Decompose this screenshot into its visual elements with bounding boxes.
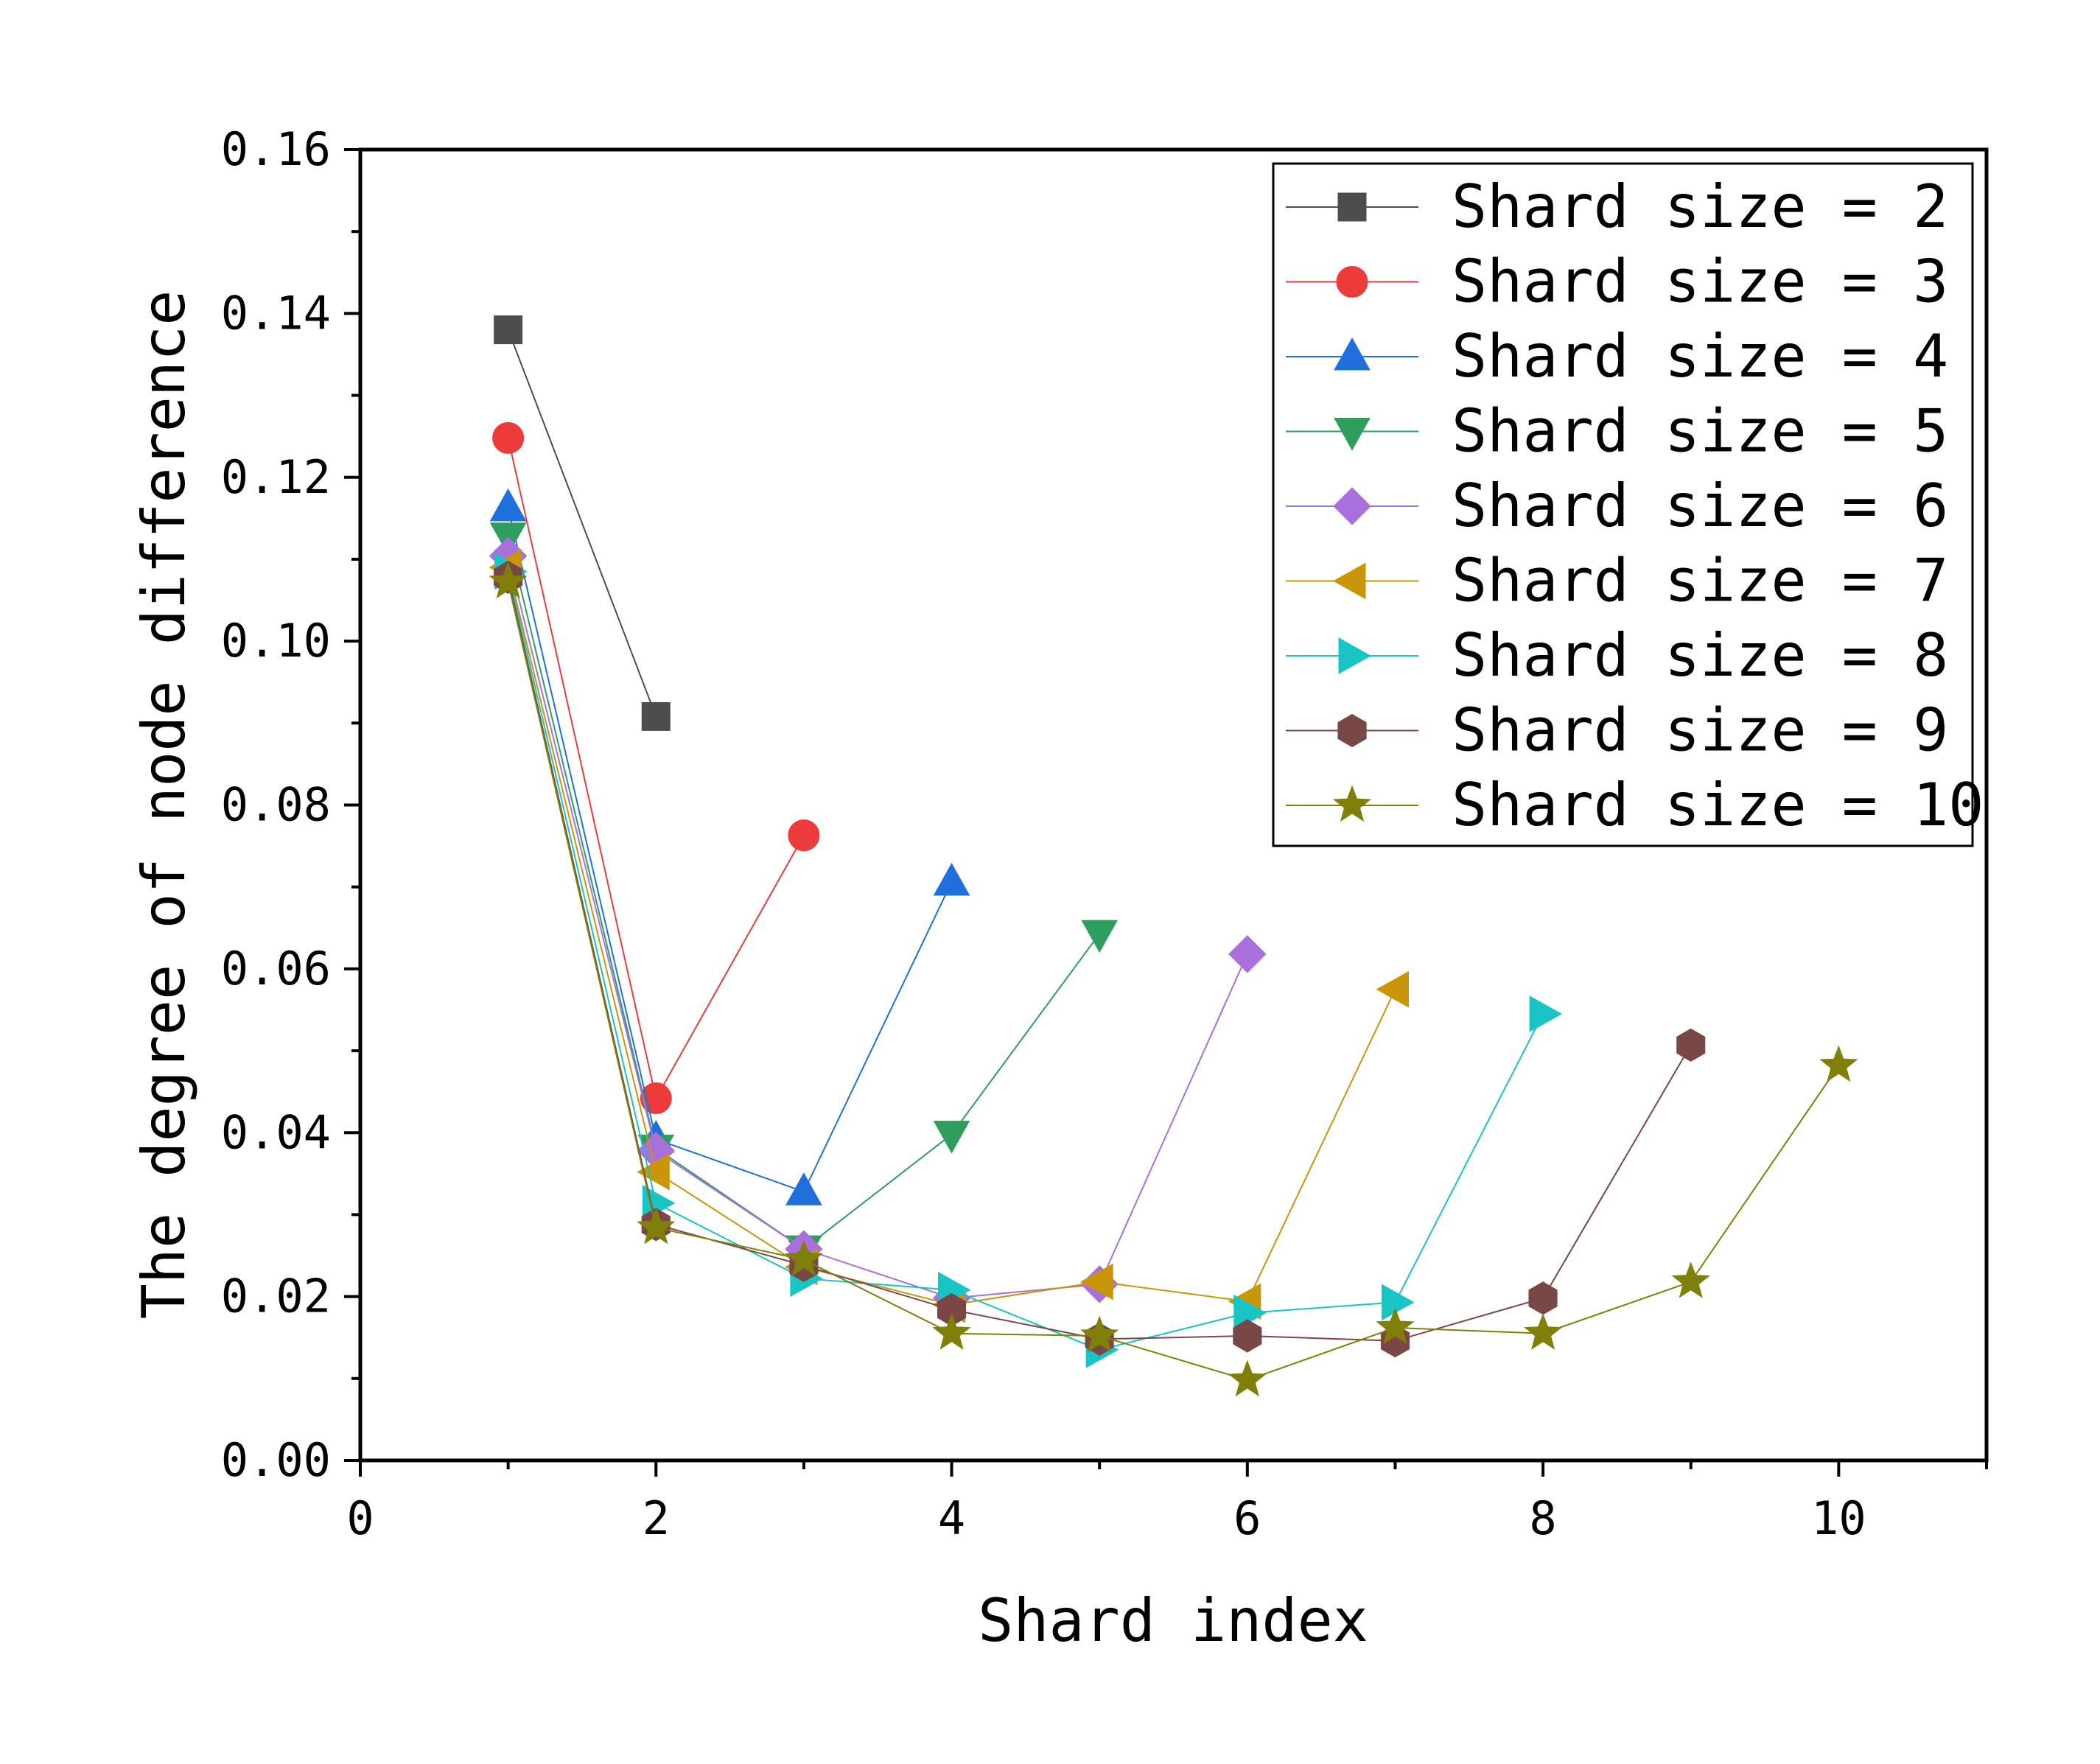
- series-9: [489, 561, 1858, 1397]
- series-3: [489, 488, 970, 1205]
- legend-item: Shard size = 2: [1286, 172, 1948, 241]
- y-axis: 0.00 0.02 0.04 0.06 0.08 0.10 0.12 0.14 0.16: [221, 122, 360, 1487]
- y-axis-title: The degree of node difference: [130, 290, 198, 1320]
- legend-item: Shard size = 9: [1286, 696, 1948, 765]
- legend-marker: [1337, 713, 1367, 748]
- legend-label: Shard size = 5: [1452, 397, 1948, 466]
- legend-label: Shard size = 4: [1452, 322, 1948, 391]
- data-point: [492, 421, 525, 454]
- legend-marker: [1338, 637, 1372, 674]
- x-tick-label: 4: [938, 1491, 965, 1545]
- legend-item: Shard size = 8: [1286, 621, 1948, 690]
- data-point: [1382, 1284, 1415, 1321]
- series-line: [507, 507, 953, 1193]
- legend-item: Shard size = 5: [1286, 397, 1948, 466]
- legend-marker: [1337, 192, 1367, 222]
- data-point: [788, 819, 820, 852]
- data-point: [1529, 995, 1563, 1032]
- legend-label: Shard size = 6: [1452, 472, 1948, 540]
- data-point: [1676, 1028, 1706, 1062]
- y-tick-label: 0.14: [221, 286, 331, 340]
- data-point: [1081, 920, 1119, 953]
- legend-marker: [1336, 266, 1368, 298]
- data-point: [1671, 1261, 1710, 1298]
- data-point: [637, 1207, 676, 1245]
- series-2: [492, 421, 820, 1115]
- data-point: [1080, 1263, 1113, 1301]
- legend-label: Shard size = 9: [1452, 696, 1948, 765]
- legend-item: Shard size = 10: [1286, 771, 1984, 839]
- series-line: [507, 556, 1248, 1299]
- y-tick-label: 0.16: [221, 122, 331, 176]
- data-point: [1233, 1319, 1262, 1353]
- legend-label: Shard size = 8: [1452, 621, 1948, 690]
- legend-item: Shard size = 3: [1286, 248, 1948, 316]
- y-tick-label: 0.10: [221, 614, 331, 668]
- legend-label: Shard size = 10: [1452, 771, 1984, 839]
- series-1: [494, 315, 671, 731]
- x-tick-label: 6: [1233, 1491, 1261, 1545]
- x-tick-label: 0: [346, 1491, 374, 1545]
- y-tick-label: 0.04: [221, 1105, 331, 1159]
- series-line: [507, 536, 1101, 1250]
- series-6: [489, 549, 1409, 1323]
- y-tick-label: 0.00: [221, 1433, 331, 1487]
- y-tick-label: 0.06: [221, 942, 331, 995]
- x-tick-label: 2: [643, 1491, 670, 1545]
- data-point: [932, 1313, 971, 1350]
- legend-label: Shard size = 2: [1452, 172, 1948, 241]
- y-tick-label: 0.08: [221, 778, 331, 832]
- legend-item: Shard size = 6: [1286, 472, 1948, 540]
- legend-marker: [1332, 785, 1372, 822]
- x-axis-title: Shard index: [978, 1586, 1368, 1655]
- x-axis: 0 2 4 6 8 10: [346, 1460, 1988, 1545]
- legend-item: Shard size = 7: [1286, 547, 1948, 615]
- legend-label: Shard size = 3: [1452, 248, 1948, 316]
- legend-box: [1272, 162, 1974, 847]
- data-point: [1228, 1359, 1267, 1397]
- x-tick-label: 8: [1529, 1491, 1556, 1545]
- legend-marker: [1333, 487, 1371, 525]
- series-line: [507, 571, 1544, 1351]
- data-point: [784, 1239, 823, 1276]
- x-tick-label: 10: [1811, 1491, 1866, 1545]
- data-point: [1524, 1313, 1563, 1350]
- data-point: [1376, 1307, 1415, 1345]
- legend-marker: [1332, 562, 1366, 600]
- legend-item: Shard size = 4: [1286, 322, 1948, 391]
- series-line: [507, 329, 657, 717]
- y-tick-label: 0.12: [221, 450, 331, 504]
- data-point: [1080, 1315, 1119, 1353]
- y-tick-label: 0.02: [221, 1270, 331, 1323]
- series-layer: [489, 315, 1858, 1397]
- legend-label: Shard size = 7: [1452, 547, 1948, 615]
- data-point: [933, 1121, 970, 1154]
- data-point: [785, 1172, 822, 1205]
- series-line: [507, 581, 1840, 1382]
- data-point: [494, 315, 523, 345]
- data-point: [1228, 935, 1267, 973]
- data-point: [489, 561, 528, 599]
- data-point: [637, 1153, 670, 1191]
- data-point: [1376, 970, 1409, 1008]
- data-point: [933, 862, 970, 896]
- data-point: [641, 701, 671, 731]
- data-point: [489, 488, 527, 522]
- data-point: [1528, 1281, 1558, 1315]
- data-point: [1819, 1045, 1858, 1082]
- legend-marker: [1334, 337, 1371, 371]
- legend-marker: [1334, 418, 1371, 451]
